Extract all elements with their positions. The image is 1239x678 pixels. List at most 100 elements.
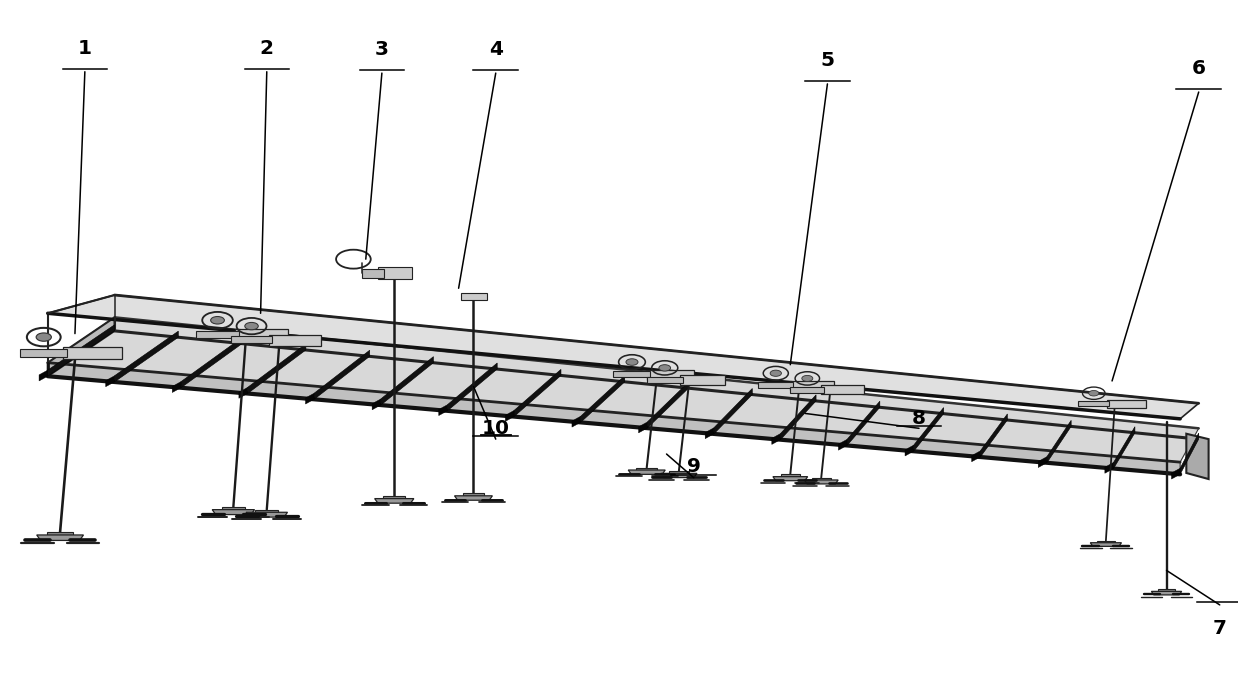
Polygon shape [660, 473, 698, 477]
Polygon shape [48, 317, 1198, 462]
Polygon shape [239, 387, 248, 398]
Polygon shape [647, 382, 689, 428]
Polygon shape [383, 496, 405, 499]
Polygon shape [758, 382, 793, 388]
Circle shape [211, 317, 224, 324]
Polygon shape [839, 439, 847, 450]
Polygon shape [971, 451, 980, 462]
Polygon shape [105, 376, 114, 386]
Polygon shape [1106, 400, 1146, 408]
Polygon shape [37, 535, 83, 540]
Polygon shape [212, 510, 254, 515]
Polygon shape [222, 506, 245, 511]
Polygon shape [669, 471, 689, 474]
Polygon shape [705, 428, 714, 439]
Polygon shape [1114, 426, 1135, 468]
Circle shape [626, 359, 638, 365]
Circle shape [36, 333, 51, 341]
Polygon shape [648, 370, 694, 380]
Polygon shape [613, 371, 650, 378]
Polygon shape [781, 395, 817, 440]
Polygon shape [235, 329, 289, 340]
Circle shape [659, 365, 670, 371]
Polygon shape [380, 357, 434, 405]
Polygon shape [255, 509, 279, 513]
Circle shape [1089, 391, 1099, 396]
Polygon shape [20, 348, 67, 357]
Text: 3: 3 [375, 40, 389, 59]
Polygon shape [847, 401, 880, 445]
Polygon shape [572, 416, 581, 427]
Polygon shape [463, 494, 484, 496]
Polygon shape [447, 363, 497, 411]
Polygon shape [1098, 540, 1115, 543]
Polygon shape [455, 496, 492, 500]
Polygon shape [821, 386, 864, 395]
Polygon shape [790, 386, 824, 393]
Polygon shape [790, 380, 834, 390]
Polygon shape [980, 414, 1007, 457]
Text: 5: 5 [820, 51, 834, 70]
Polygon shape [1047, 420, 1072, 463]
Text: 6: 6 [1192, 59, 1206, 78]
Circle shape [771, 370, 782, 376]
Circle shape [802, 376, 813, 382]
Polygon shape [637, 468, 657, 471]
Polygon shape [47, 532, 73, 536]
Polygon shape [374, 498, 414, 503]
Text: 7: 7 [1213, 619, 1227, 638]
Polygon shape [196, 331, 239, 338]
Polygon shape [1151, 591, 1182, 595]
Polygon shape [1090, 542, 1121, 546]
Polygon shape [1172, 468, 1180, 479]
Polygon shape [40, 370, 48, 381]
Polygon shape [714, 388, 752, 434]
Polygon shape [514, 370, 561, 416]
Polygon shape [1186, 434, 1208, 479]
Circle shape [245, 323, 258, 330]
Text: 4: 4 [488, 40, 503, 59]
Polygon shape [372, 399, 380, 410]
Polygon shape [48, 363, 1180, 475]
Polygon shape [772, 434, 781, 445]
Text: 1: 1 [78, 39, 92, 58]
Polygon shape [1038, 457, 1047, 468]
Text: 2: 2 [260, 39, 274, 58]
Polygon shape [439, 405, 447, 416]
Polygon shape [306, 393, 315, 404]
Polygon shape [812, 478, 830, 481]
Text: 9: 9 [686, 457, 701, 476]
Polygon shape [230, 336, 273, 343]
Polygon shape [773, 477, 808, 481]
Polygon shape [1105, 462, 1114, 473]
Polygon shape [362, 268, 384, 278]
Polygon shape [48, 325, 114, 376]
Polygon shape [248, 344, 306, 393]
Polygon shape [172, 382, 181, 393]
Polygon shape [628, 470, 665, 475]
Polygon shape [247, 513, 287, 517]
Polygon shape [1078, 401, 1109, 406]
Text: 10: 10 [482, 419, 509, 438]
Polygon shape [48, 317, 114, 376]
Polygon shape [461, 293, 487, 300]
Polygon shape [315, 351, 369, 399]
Polygon shape [181, 338, 242, 388]
Polygon shape [114, 331, 178, 382]
Text: 8: 8 [912, 410, 926, 428]
Polygon shape [63, 347, 121, 359]
Polygon shape [269, 335, 321, 346]
Polygon shape [804, 480, 838, 484]
Polygon shape [581, 376, 624, 422]
Polygon shape [781, 475, 800, 477]
Polygon shape [904, 445, 913, 456]
Polygon shape [913, 407, 944, 452]
Polygon shape [638, 422, 647, 433]
Polygon shape [1158, 589, 1175, 592]
Polygon shape [506, 410, 514, 421]
Polygon shape [378, 267, 411, 279]
Polygon shape [647, 377, 683, 383]
Polygon shape [680, 376, 725, 385]
Polygon shape [1180, 433, 1198, 475]
Polygon shape [48, 295, 1198, 419]
